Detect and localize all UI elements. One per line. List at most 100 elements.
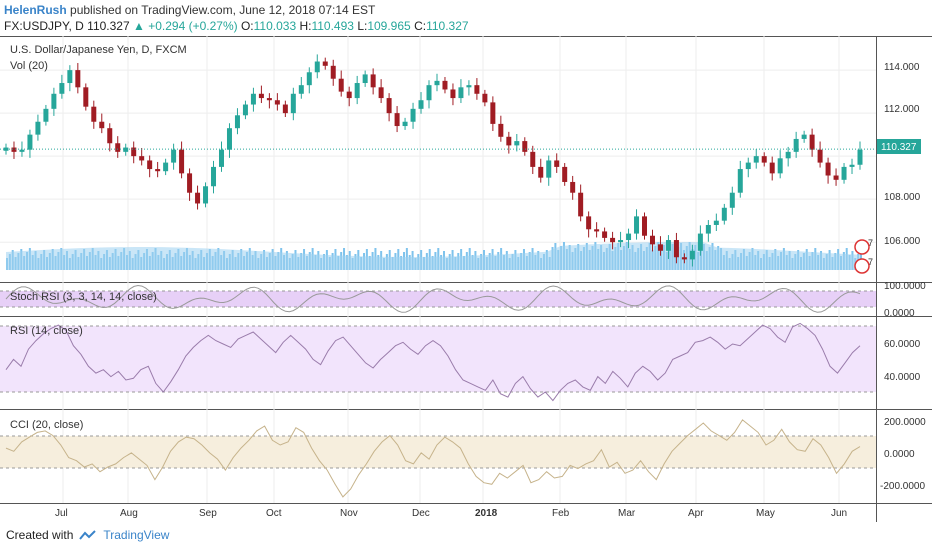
candle-body [689,250,695,260]
candle-body [91,106,97,122]
time-tick: Jul [55,508,68,519]
candle-body [745,162,751,170]
candle-body [123,147,129,152]
candle-body [618,240,624,243]
candle-body [466,85,472,88]
candle-body [849,164,855,167]
candle-body [99,121,105,129]
candle-body [665,240,671,251]
candle-body [35,121,41,135]
candle-body [530,151,536,167]
tradingview-link[interactable]: TradingView [103,528,170,542]
time-tick: Nov [340,508,358,519]
price-tick: 114.000 [884,62,920,73]
candle-body [274,100,280,105]
time-tick: Oct [266,508,282,519]
close-label: C: [414,19,427,33]
time-tick: Apr [688,508,704,519]
symbol-label: FX:USDJPY, D [4,19,84,33]
candle-body [282,104,288,114]
candle-body [729,192,735,208]
candle-body [402,121,408,127]
candle-body [594,229,600,232]
rsi-tick: 60.0000 [884,339,921,350]
candle-body [450,89,456,99]
published-text: published on TradingView.com, June 12, 2… [70,3,376,17]
publish-header: HelenRush published on TradingView.com, … [4,3,375,17]
candle-body [649,235,655,245]
cci-tick: 0.0000 [884,449,915,460]
candle-body [626,233,632,241]
cci-label: CCI (20, close) [10,419,83,431]
flag-icon[interactable] [854,239,870,255]
flag-icon[interactable] [854,258,870,274]
candle-body [59,83,65,94]
time-tick: Feb [552,508,570,519]
cci-line [5,419,861,498]
candle-body [11,147,17,152]
candle-body [506,136,512,146]
stoch-axis: 100.0000 0.0000 [884,281,926,319]
candle-body [147,160,153,170]
author-link[interactable]: HelenRush [4,3,67,17]
candle-body [370,74,376,88]
candle-body [234,115,240,129]
candle-body [187,173,193,193]
candle-body [793,138,799,152]
rsi-axis: 60.0000 40.0000 [884,339,921,383]
candle-body [298,85,304,94]
candle-body [777,158,783,174]
candle-body [817,149,823,163]
candle-body [195,192,201,204]
candle-body [250,93,256,105]
candle-body [139,156,145,161]
candle-body [673,240,679,258]
footer: Created with TradingView [6,528,169,542]
cci-axis: 200.0000 0.0000 -200.0000 [880,417,926,492]
time-tick: Sep [199,508,217,519]
candle-body [346,91,352,99]
candle-body [809,134,815,150]
time-tick: Aug [120,508,138,519]
candles [3,54,863,267]
high-value: 110.493 [311,19,354,33]
price-tick: 106.000 [884,236,921,247]
volume-label: Vol (20) [10,60,48,72]
candle-body [354,83,360,99]
last-price-tag: 110.327 [877,139,921,154]
price-tick: 112.000 [884,104,920,115]
candle-body [163,162,169,172]
candle-body [490,102,496,124]
pane-frames [0,36,932,522]
candle-body [27,134,33,150]
candle-body [482,93,488,103]
open-value: 110.033 [253,19,297,33]
low-value: 109.965 [367,19,411,33]
candle-body [737,169,743,193]
event-badges[interactable]: 7 7 [854,238,873,274]
last-price-tag-text: 110.327 [881,142,917,153]
stoch-label: Stoch RSI (3, 3, 14, 14, close) [10,291,157,303]
time-axis: Jul Aug Sep Oct Nov Dec 2018 Feb Mar Apr May Jun [55,508,847,519]
candle-body [107,128,113,144]
candle-body [562,166,568,182]
stoch-tick: 100.0000 [884,281,926,292]
chart-canvas[interactable]: U.S. Dollar/Japanese Yen, D, FXCM Vol (2… [0,36,932,522]
cci-tick: -200.0000 [880,481,925,492]
candle-body [43,108,49,122]
high-label: H: [299,19,312,33]
candle-body [522,141,528,152]
candle-body [857,149,863,165]
main-pane-title: U.S. Dollar/Japanese Yen, D, FXCM [10,44,187,56]
candle-body [769,162,775,174]
candle-body [218,149,224,167]
candle-body [266,98,272,101]
candle-body [434,80,440,86]
candle-body [179,149,185,174]
event-count: 7 [868,238,873,248]
candle-body [211,166,217,187]
time-tick: 2018 [475,508,498,519]
candle-body [705,224,711,234]
change-value: ▲ +0.294 (+0.27%) [133,19,238,33]
rsi-label: RSI (14, close) [10,325,83,337]
